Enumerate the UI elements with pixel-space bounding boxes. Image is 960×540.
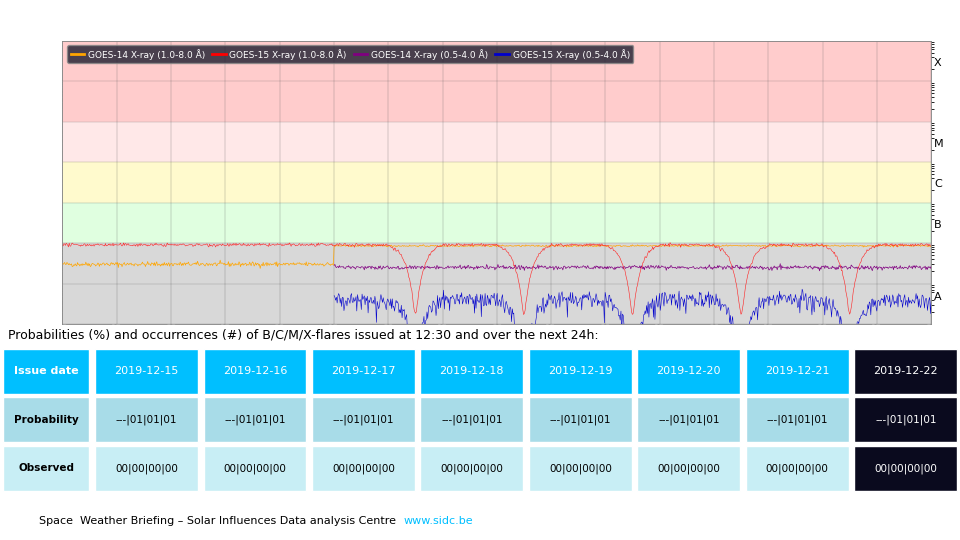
FancyBboxPatch shape (529, 349, 632, 394)
Text: 2019-12-18: 2019-12-18 (440, 366, 504, 376)
Bar (62, 202, 931, 243)
Text: 2019-12-22: 2019-12-22 (874, 366, 938, 376)
Text: Flaring activity: Flaring activity (12, 5, 238, 34)
Text: Observed: Observed (18, 463, 74, 474)
FancyBboxPatch shape (854, 446, 957, 491)
Text: 00: 00 (57, 324, 68, 333)
Bar (62, 162, 931, 202)
Text: 00|00|00|00: 00|00|00|00 (115, 463, 178, 474)
Bar (62, 40, 931, 122)
Text: 12: 12 (872, 324, 882, 333)
Text: Dec 18: Dec 18 (372, 345, 404, 354)
FancyBboxPatch shape (3, 349, 89, 394)
Text: begin time: 2019-12-15 12:00:00 UTC: begin time: 2019-12-15 12:00:00 UTC (398, 372, 595, 382)
FancyBboxPatch shape (3, 446, 89, 491)
Text: 12: 12 (654, 324, 665, 333)
Text: 12: 12 (111, 324, 122, 333)
Text: ---|01|01|01: ---|01|01|01 (224, 415, 286, 425)
Text: Probability: Probability (13, 415, 79, 425)
Text: 00: 00 (492, 324, 502, 333)
Text: Dec 16: Dec 16 (156, 345, 187, 354)
FancyBboxPatch shape (637, 446, 740, 491)
FancyBboxPatch shape (95, 446, 198, 491)
Text: 00: 00 (708, 324, 720, 333)
Text: ---|01|01|01: ---|01|01|01 (658, 415, 720, 425)
FancyBboxPatch shape (637, 397, 740, 442)
Text: 00|00|00|00: 00|00|00|00 (224, 463, 286, 474)
Text: www.sidc.be: www.sidc.be (403, 516, 473, 526)
FancyBboxPatch shape (420, 446, 523, 491)
Text: Dec 21: Dec 21 (698, 345, 730, 354)
Text: Issue date: Issue date (13, 366, 79, 376)
FancyBboxPatch shape (3, 397, 89, 442)
Text: 2019-12-16: 2019-12-16 (223, 366, 287, 376)
Text: 00: 00 (925, 324, 937, 333)
Text: 00: 00 (165, 324, 177, 333)
Text: 12: 12 (762, 324, 774, 333)
FancyBboxPatch shape (746, 397, 849, 442)
FancyBboxPatch shape (204, 397, 306, 442)
FancyBboxPatch shape (312, 397, 415, 442)
Text: 2019-12-19: 2019-12-19 (548, 366, 612, 376)
Text: ---|01|01|01: ---|01|01|01 (549, 415, 612, 425)
Bar (62, 243, 931, 324)
Text: ---|01|01|01: ---|01|01|01 (441, 415, 503, 425)
FancyBboxPatch shape (854, 349, 957, 394)
Text: ---|01|01|01: ---|01|01|01 (875, 415, 937, 425)
FancyBboxPatch shape (746, 446, 849, 491)
Text: 00|00|00|00: 00|00|00|00 (875, 463, 937, 474)
Text: Dec 22: Dec 22 (806, 345, 838, 354)
FancyBboxPatch shape (204, 446, 306, 491)
FancyBboxPatch shape (746, 349, 849, 394)
Text: Probabilities (%) and occurrences (#) of B/C/M/X-flares issued at 12:30 and over: Probabilities (%) and occurrences (#) of… (8, 329, 598, 342)
Text: 00|00|00|00: 00|00|00|00 (766, 463, 828, 474)
Text: 2019-12-20: 2019-12-20 (657, 366, 721, 376)
FancyBboxPatch shape (312, 446, 415, 491)
Text: 12: 12 (220, 324, 231, 333)
FancyBboxPatch shape (420, 349, 523, 394)
Text: 00|00|00|00: 00|00|00|00 (549, 463, 612, 474)
Text: 2019-12-17: 2019-12-17 (331, 366, 396, 376)
FancyBboxPatch shape (95, 349, 198, 394)
Text: 2019-12-15: 2019-12-15 (114, 366, 179, 376)
Text: Dec 15: Dec 15 (46, 345, 79, 354)
Text: Dec 19: Dec 19 (481, 345, 513, 354)
Text: ---|01|01|01: ---|01|01|01 (766, 415, 828, 425)
Text: 00: 00 (382, 324, 394, 333)
Bar (62, 122, 931, 162)
FancyBboxPatch shape (529, 446, 632, 491)
Text: 00: 00 (600, 324, 612, 333)
Text: 12: 12 (545, 324, 557, 333)
FancyBboxPatch shape (204, 349, 306, 394)
Text: 00: 00 (817, 324, 828, 333)
Text: 12: 12 (328, 324, 340, 333)
FancyBboxPatch shape (529, 397, 632, 442)
Text: 00: 00 (274, 324, 285, 333)
FancyBboxPatch shape (637, 349, 740, 394)
FancyBboxPatch shape (95, 397, 198, 442)
Y-axis label: Watts m⁻²: Watts m⁻² (14, 156, 24, 208)
Text: ---|01|01|01: ---|01|01|01 (332, 415, 395, 425)
FancyBboxPatch shape (854, 397, 957, 442)
Text: 00|00|00|00: 00|00|00|00 (658, 463, 720, 474)
Legend: GOES-14 X-ray (1.0-8.0 Å), GOES-15 X-ray (1.0-8.0 Å), GOES-14 X-ray (0.5-4.0 Å),: GOES-14 X-ray (1.0-8.0 Å), GOES-15 X-ray… (67, 45, 634, 63)
Text: Space  Weather Briefing – Solar Influences Data analysis Centre: Space Weather Briefing – Solar Influence… (39, 516, 403, 526)
Text: Dec 17: Dec 17 (264, 345, 296, 354)
FancyBboxPatch shape (312, 349, 415, 394)
Text: Dec 20: Dec 20 (589, 345, 621, 354)
FancyBboxPatch shape (420, 397, 523, 442)
Text: 00|00|00|00: 00|00|00|00 (441, 463, 503, 474)
Text: 00|00|00|00: 00|00|00|00 (332, 463, 395, 474)
Text: 12: 12 (437, 324, 448, 333)
Text: 2019-12-21: 2019-12-21 (765, 366, 829, 376)
Text: ---|01|01|01: ---|01|01|01 (115, 415, 178, 425)
